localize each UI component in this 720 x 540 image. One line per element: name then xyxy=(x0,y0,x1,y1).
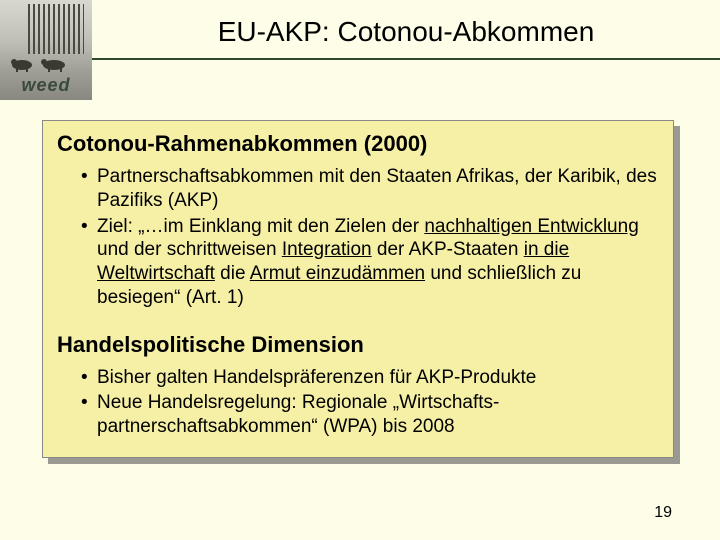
section1-bullet-2: Ziel: „…im Einklang mit den Zielen der n… xyxy=(81,215,659,310)
b2-pre: Ziel: „…im Einklang mit den Zielen der xyxy=(97,216,424,237)
section1-heading: Cotonou-Rahmenabkommen (2000) xyxy=(57,131,659,157)
logo-animals-icon xyxy=(6,54,84,72)
weed-logo: weed xyxy=(0,0,92,100)
b2-u1: nachhaltigen Entwicklung xyxy=(424,216,638,237)
section2-bullet-1: Bisher galten Handelspräferenzen für AKP… xyxy=(81,366,659,390)
b2-u4: Armut einzudämmen xyxy=(250,263,425,284)
logo-text: weed xyxy=(0,75,92,96)
title-area: EU-AKP: Cotonou-Abkommen xyxy=(92,0,720,60)
section2-bullet-2: Neue Handelsregelung: Regionale „Wirtsch… xyxy=(81,391,659,439)
content-box: Cotonou-Rahmenabkommen (2000) Partnersch… xyxy=(42,120,674,458)
b2-m3: die xyxy=(215,263,250,284)
b2-m1: und der schrittweisen xyxy=(97,239,282,260)
section2-heading: Handelspolitische Dimension xyxy=(57,332,659,358)
b2-u2: Integration xyxy=(282,239,372,260)
b2-m2: der AKP-Staaten xyxy=(372,239,524,260)
slide-title: EU-AKP: Cotonou-Abkommen xyxy=(92,16,720,48)
section2-bullets: Bisher galten Handelspräferenzen für AKP… xyxy=(57,366,659,439)
logo-bars-icon xyxy=(28,4,84,54)
header-row: weed EU-AKP: Cotonou-Abkommen xyxy=(0,0,720,78)
section1-bullets: Partnerschaftsabkommen mit den Staaten A… xyxy=(57,165,659,310)
title-rule xyxy=(86,58,720,60)
section1-bullet-1: Partnerschaftsabkommen mit den Staaten A… xyxy=(81,165,659,213)
page-number: 19 xyxy=(654,504,672,522)
